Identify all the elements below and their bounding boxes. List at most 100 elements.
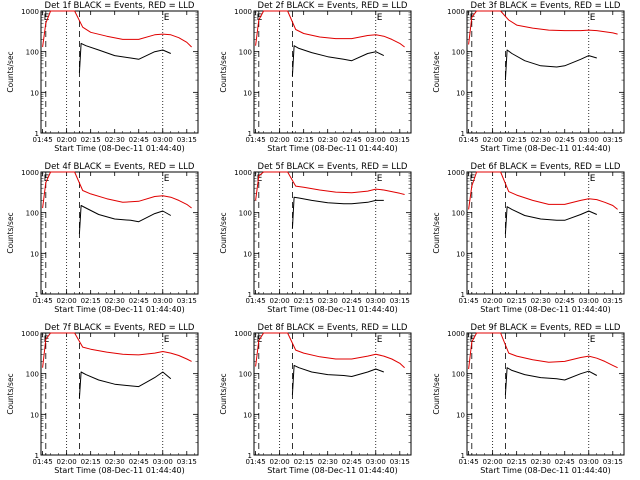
x-tick-label: 03:00	[366, 458, 386, 466]
x-axis-label: Start Time (08-Dec-11 01:44:40)	[267, 466, 398, 475]
x-tick-label: 02:00	[57, 136, 77, 144]
x-axis-label: Start Time (08-Dec-11 01:44:40)	[54, 466, 185, 475]
e-marker-letter: E	[164, 335, 170, 345]
y-axis-label: Counts/sec	[6, 212, 15, 253]
y-tick-label: 1000	[21, 8, 39, 16]
x-tick-label: 02:30	[105, 297, 125, 305]
e-marker-letter: E	[470, 13, 476, 23]
x-tick-label: 03:15	[177, 136, 197, 144]
x-tick-label: 02:30	[105, 136, 125, 144]
events-series-line	[78, 371, 172, 399]
x-axis-label: Start Time (08-Dec-11 01:44:40)	[480, 144, 611, 153]
x-tick-label: 02:15	[81, 297, 101, 305]
x-axis-label: Start Time (08-Dec-11 01:44:40)	[267, 305, 398, 314]
chart-title: Det 1f BLACK = Events, RED = LLD	[45, 1, 195, 11]
x-tick-label: 02:30	[531, 458, 551, 466]
lld-series-line	[255, 332, 405, 369]
y-axis-label: Counts/sec	[219, 51, 228, 92]
e-marker-letter: E	[44, 13, 50, 23]
x-tick-label: 02:45	[342, 136, 362, 144]
x-axis-label: Start Time (08-Dec-11 01:44:40)	[480, 305, 611, 314]
x-tick-label: 03:00	[579, 136, 599, 144]
chart-title: Det 6f BLACK = Events, RED = LLD	[471, 162, 621, 172]
lld-series-line	[468, 332, 618, 370]
y-tick-label: 1000	[447, 330, 465, 338]
x-tick-label: 02:00	[57, 458, 77, 466]
x-tick-label: 02:45	[555, 458, 575, 466]
y-tick-label: 1	[248, 291, 252, 299]
x-tick-label: 02:15	[507, 297, 527, 305]
y-tick-label: 10	[30, 411, 39, 419]
e-marker-letter: E	[590, 335, 596, 345]
y-tick-label: 100	[239, 371, 252, 379]
y-tick-label: 100	[239, 49, 252, 57]
events-series-line	[291, 364, 384, 395]
chart-panel-7: Det 7f BLACK = Events, RED = LLD 01:45 02:…	[6, 323, 199, 475]
x-tick-label: 03:15	[603, 297, 623, 305]
y-axis-label: Counts/sec	[219, 212, 228, 253]
x-tick-label: 02:00	[270, 458, 290, 466]
x-tick-label: 02:30	[318, 136, 338, 144]
e-marker-letter: E	[470, 174, 476, 184]
y-tick-label: 1	[248, 130, 252, 138]
y-tick-label: 10	[30, 89, 39, 97]
x-tick-label: 02:00	[57, 297, 77, 305]
y-tick-label: 1	[35, 130, 39, 138]
x-tick-label: 02:30	[531, 136, 551, 144]
y-tick-label: 10	[243, 411, 252, 419]
y-axis-label: Counts/sec	[6, 51, 15, 92]
plot-frame	[40, 332, 199, 456]
y-tick-label: 100	[452, 49, 465, 57]
y-axis-label: Counts/sec	[432, 51, 441, 92]
x-tick-label: 02:30	[105, 458, 125, 466]
x-tick-label: 03:00	[153, 136, 173, 144]
lld-series-line	[42, 171, 192, 209]
events-series-line	[504, 206, 598, 234]
x-tick-label: 02:15	[294, 297, 314, 305]
x-tick-label: 02:15	[81, 458, 101, 466]
e-marker-letter: E	[377, 174, 383, 184]
y-tick-label: 1000	[234, 330, 252, 338]
chart-title: Det 4f BLACK = Events, RED = LLD	[45, 162, 195, 172]
chart-panel-5: Det 5f BLACK = Events, RED = LLD 01:45 02:…	[219, 162, 412, 314]
x-tick-label: 02:15	[507, 458, 527, 466]
plot-frame	[466, 10, 625, 134]
plot-frame	[253, 332, 412, 456]
x-tick-label: 02:45	[129, 297, 149, 305]
e-marker-letter: E	[257, 174, 263, 184]
y-tick-label: 1	[248, 452, 252, 460]
chart-panel-3: Det 3f BLACK = Events, RED = LLD 01:45 02:…	[432, 1, 625, 153]
x-tick-label: 02:45	[129, 136, 149, 144]
x-tick-label: 03:00	[366, 297, 386, 305]
chart-panel-8: Det 8f BLACK = Events, RED = LLD 01:45 02:…	[219, 323, 412, 475]
x-tick-label: 02:00	[483, 458, 503, 466]
y-tick-label: 10	[30, 250, 39, 258]
x-tick-label: 01:45	[33, 136, 53, 144]
x-tick-label: 01:45	[459, 136, 479, 144]
x-tick-label: 03:15	[177, 297, 197, 305]
x-tick-label: 02:15	[81, 136, 101, 144]
y-tick-label: 100	[26, 371, 39, 379]
plot-frame	[253, 10, 412, 134]
x-tick-label: 03:15	[390, 136, 410, 144]
x-tick-label: 02:30	[318, 458, 338, 466]
chart-title: Det 2f BLACK = Events, RED = LLD	[258, 1, 408, 11]
lld-series-line	[255, 171, 405, 201]
x-tick-label: 02:30	[531, 297, 551, 305]
x-tick-label: 01:45	[459, 297, 479, 305]
plot-frame	[466, 171, 625, 295]
chart-panel-4: Det 4f BLACK = Events, RED = LLD 01:45 02:…	[6, 162, 199, 314]
chart-panel-6: Det 6f BLACK = Events, RED = LLD 01:45 02:…	[432, 162, 625, 314]
chart-title: Det 9f BLACK = Events, RED = LLD	[471, 323, 621, 333]
y-tick-label: 1000	[234, 8, 252, 16]
e-marker-letter: E	[164, 13, 170, 23]
x-tick-label: 01:45	[246, 136, 266, 144]
x-tick-label: 03:00	[579, 297, 599, 305]
chart-title: Det 5f BLACK = Events, RED = LLD	[258, 162, 408, 172]
e-marker-letter: E	[44, 335, 50, 345]
x-tick-label: 02:00	[483, 136, 503, 144]
e-marker-letter: E	[164, 174, 170, 184]
y-tick-label: 100	[239, 210, 252, 218]
y-tick-label: 10	[243, 250, 252, 258]
